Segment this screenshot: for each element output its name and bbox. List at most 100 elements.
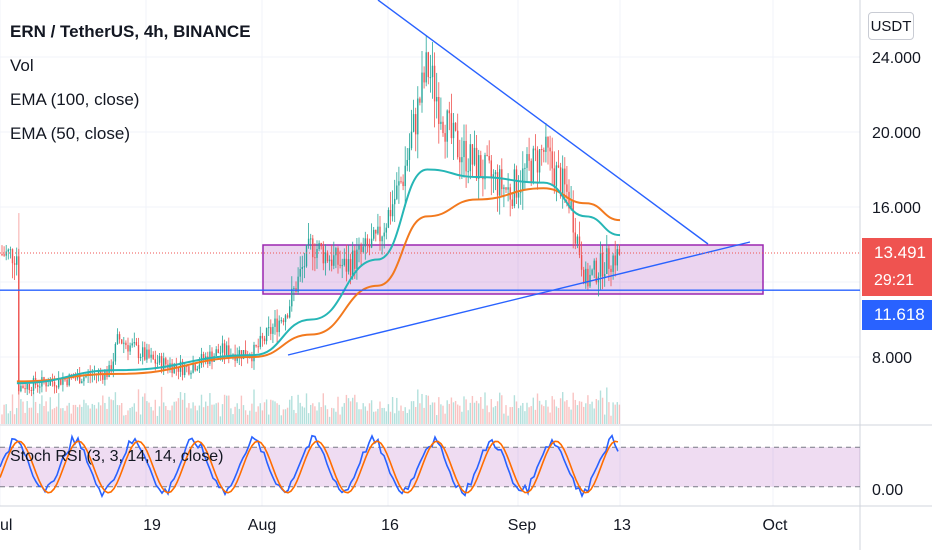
candle-body — [328, 259, 331, 262]
candle-body — [484, 154, 486, 180]
volume-bar — [604, 414, 606, 424]
candle-body — [595, 260, 597, 283]
candle-body — [402, 181, 404, 187]
symbol-title[interactable]: ERN / TetherUS, 4h, BINANCE — [10, 22, 251, 41]
candle-body — [404, 165, 406, 187]
volume-bar — [114, 392, 117, 424]
volume-bar — [438, 397, 440, 424]
volume-bar — [51, 409, 54, 424]
volume-bar — [499, 392, 501, 424]
candle-body — [284, 315, 287, 323]
candle-body — [127, 345, 129, 352]
volume-bar — [580, 401, 583, 424]
candle-body — [129, 345, 131, 352]
candle-body — [280, 320, 282, 322]
time-tick-label: 16 — [381, 517, 399, 534]
candle-body — [217, 349, 219, 354]
currency-button[interactable]: USDT — [868, 12, 914, 40]
descending-trendline — [377, 0, 709, 245]
volume-bar — [469, 402, 471, 424]
candle-body — [154, 359, 156, 364]
volume-bar — [448, 403, 450, 424]
candle-body — [194, 364, 196, 371]
volume-bar — [366, 410, 369, 424]
ascending-trendline — [287, 241, 751, 356]
candle-body — [471, 144, 474, 165]
indicator-vol[interactable]: Vol — [10, 56, 34, 75]
volume-bar — [213, 404, 215, 424]
candle-body — [364, 238, 366, 247]
candle-body — [528, 154, 530, 161]
candle-body — [255, 344, 257, 347]
candle-body — [20, 385, 22, 392]
volume-bar — [24, 412, 26, 424]
candle-body — [305, 244, 308, 267]
candle-body — [1, 254, 3, 256]
volume-bar — [530, 406, 532, 424]
candle-body — [343, 258, 345, 266]
volume-bar — [517, 408, 520, 424]
volume-bar — [494, 406, 497, 424]
volume-bar — [301, 406, 303, 424]
volume-bar — [461, 411, 463, 424]
candle-body — [553, 168, 555, 187]
candle-body — [30, 390, 33, 392]
volume-bar — [232, 414, 234, 424]
price-tick-label: 24.000 — [872, 50, 921, 67]
candle-body — [150, 354, 152, 358]
candle-body — [83, 377, 85, 382]
candle-body — [473, 147, 476, 165]
volume-bar — [354, 394, 356, 424]
candle-body — [265, 327, 268, 342]
volume-bar — [129, 407, 131, 424]
volume-bar — [576, 405, 579, 424]
candle-body — [400, 181, 402, 183]
volume-bar — [234, 406, 236, 424]
volume-bar — [303, 407, 306, 424]
candle-body — [312, 238, 314, 258]
volume-bar — [37, 413, 39, 424]
candle-body — [314, 257, 316, 259]
candle-body — [536, 150, 539, 173]
volume-bar — [32, 392, 35, 424]
volume-bar — [568, 406, 570, 424]
stoch-d-line — [0, 440, 619, 494]
candle-body — [505, 187, 507, 190]
volume-bar — [221, 404, 224, 424]
candle-body — [337, 248, 339, 265]
candle-body — [368, 245, 371, 248]
volume-bar — [549, 412, 551, 424]
candle-body — [24, 388, 26, 390]
volume-bar — [66, 405, 68, 424]
candle-body — [152, 354, 154, 360]
candle-body — [110, 365, 112, 372]
volume-bar — [618, 404, 621, 424]
volume-bar — [154, 399, 156, 424]
candle-body — [190, 372, 192, 375]
candle-body — [356, 249, 358, 269]
volume-bar — [116, 404, 119, 424]
time-tick-label: Sep — [508, 517, 537, 534]
candle-body — [490, 160, 492, 177]
volume-bar — [524, 411, 526, 424]
volume-bar — [295, 413, 297, 424]
volume-bar — [26, 401, 28, 424]
volume-bar — [463, 396, 465, 424]
candle-body — [37, 384, 39, 387]
candle-body — [228, 345, 230, 358]
indicator-ema50[interactable]: EMA (50, close) — [10, 124, 130, 143]
candle-body — [574, 232, 576, 244]
stoch-k-line — [0, 433, 619, 499]
volume-bar — [196, 410, 198, 424]
candle-body — [188, 366, 190, 375]
volume-bar — [190, 408, 192, 424]
stoch-rsi-label[interactable]: Stoch RSI (3, 3, 14, 14, close) — [10, 448, 224, 465]
volume-bar — [614, 404, 616, 424]
candle-body — [604, 273, 606, 277]
volume-bar — [543, 406, 545, 424]
indicator-ema100[interactable]: EMA (100, close) — [10, 90, 140, 109]
volume-bar — [49, 397, 51, 424]
candle-body — [517, 192, 520, 198]
price-tick-label: 20.000 — [872, 125, 921, 142]
